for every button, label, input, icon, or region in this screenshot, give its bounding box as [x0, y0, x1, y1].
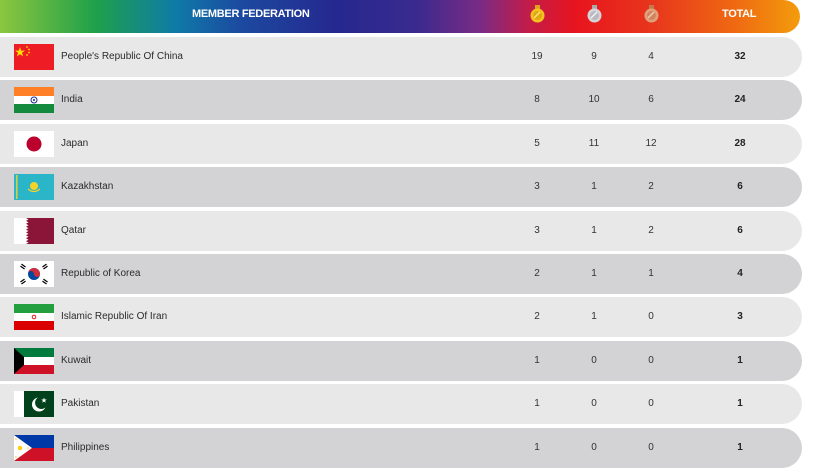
table-row[interactable]: Kuwait 1 0 0 1	[0, 340, 802, 381]
country-name: People's Republic Of China	[61, 51, 183, 62]
kuwait-flag-icon	[14, 347, 54, 374]
silver-count: 10	[588, 94, 600, 106]
table-row[interactable]: Islamic Republic Of Iran 2 1 0 3	[0, 297, 802, 338]
india-flag-icon	[14, 87, 54, 114]
kazakhstan-flag-icon	[14, 174, 54, 201]
iran-flag-icon	[14, 304, 54, 331]
gold-count: 2	[534, 267, 540, 279]
country-name: India	[61, 94, 83, 106]
gold-count: 2	[534, 311, 540, 323]
bronze-count: 1	[648, 267, 654, 279]
philippines-flag-icon	[14, 434, 54, 461]
silver-count: 0	[591, 354, 597, 366]
table-row[interactable]: People's Republic Of China 19 9 4 32	[0, 37, 802, 77]
table-row[interactable]: Republic of Korea 2 1 1 4	[0, 253, 802, 294]
gold-count: 3	[534, 224, 540, 236]
silver-count: 0	[591, 398, 597, 410]
table-row[interactable]: Japan 5 11 12 28	[0, 123, 802, 164]
total-count: 28	[734, 137, 746, 149]
bronze-count: 2	[648, 224, 654, 236]
bronze-count: 0	[648, 398, 654, 410]
total-count: 3	[737, 311, 743, 323]
country-name: Pakistan	[61, 398, 100, 410]
table-row[interactable]: Qatar 3 1 2 6	[0, 210, 802, 251]
total-count: 1	[737, 441, 743, 453]
country-name: Qatar	[61, 224, 87, 236]
japan-flag-icon	[14, 130, 54, 157]
gold-medal-icon	[530, 5, 545, 23]
total-count: 1	[737, 398, 743, 410]
gold-count: 3	[534, 181, 540, 193]
country-name: Japan	[61, 137, 89, 149]
total-count: 6	[737, 224, 743, 236]
silver-count: 1	[591, 311, 597, 323]
gold-count: 1	[534, 441, 540, 453]
bronze-count: 0	[648, 311, 654, 323]
silver-count: 1	[591, 267, 597, 279]
country-name: Republic of Korea	[61, 267, 141, 279]
silver-count: 1	[591, 181, 597, 193]
bronze-count: 0	[648, 441, 654, 453]
total-count: 4	[737, 267, 743, 279]
china-flag-icon	[14, 44, 54, 70]
total-count: 32	[734, 51, 746, 62]
country-name: Kazakhstan	[61, 181, 114, 193]
table-row[interactable]: Kazakhstan 3 1 2 6	[0, 167, 802, 208]
country-name: Philippines	[61, 441, 110, 453]
gold-count: 8	[534, 94, 540, 106]
gold-count: 1	[534, 398, 540, 410]
pakistan-flag-icon	[14, 391, 54, 418]
gold-count: 1	[534, 354, 540, 366]
bronze-count: 6	[648, 94, 654, 106]
total-count: 24	[734, 94, 746, 106]
table-row[interactable]: India 8 10 6 24	[0, 80, 802, 121]
silver-count: 1	[591, 224, 597, 236]
silver-count: 11	[588, 137, 600, 149]
silver-count: 0	[591, 441, 597, 453]
medal-table: People's Republic Of China 19 9 4 32 Ind…	[0, 37, 802, 471]
bronze-count: 2	[648, 181, 654, 193]
table-row[interactable]: Pakistan 1 0 0 1	[0, 384, 802, 425]
country-name: Kuwait	[61, 354, 92, 366]
bronze-medal-icon	[644, 5, 659, 23]
total-header: TOTAL	[722, 8, 757, 20]
total-count: 6	[737, 181, 743, 193]
table-row[interactable]: Philippines 1 0 0 1	[0, 427, 802, 468]
korea-flag-icon	[14, 260, 54, 287]
member-federation-header: MEMBER FEDERATION	[192, 8, 310, 20]
qatar-flag-icon	[14, 217, 54, 244]
silver-count: 9	[591, 51, 597, 62]
bronze-count: 0	[648, 354, 654, 366]
silver-medal-icon	[587, 5, 602, 23]
gold-count: 19	[531, 51, 543, 62]
table-header: MEMBER FEDERATION TOTAL	[0, 0, 800, 33]
bronze-count: 12	[645, 137, 657, 149]
country-name: Islamic Republic Of Iran	[61, 311, 168, 323]
total-count: 1	[737, 354, 743, 366]
gold-count: 5	[534, 137, 540, 149]
bronze-count: 4	[648, 51, 654, 62]
